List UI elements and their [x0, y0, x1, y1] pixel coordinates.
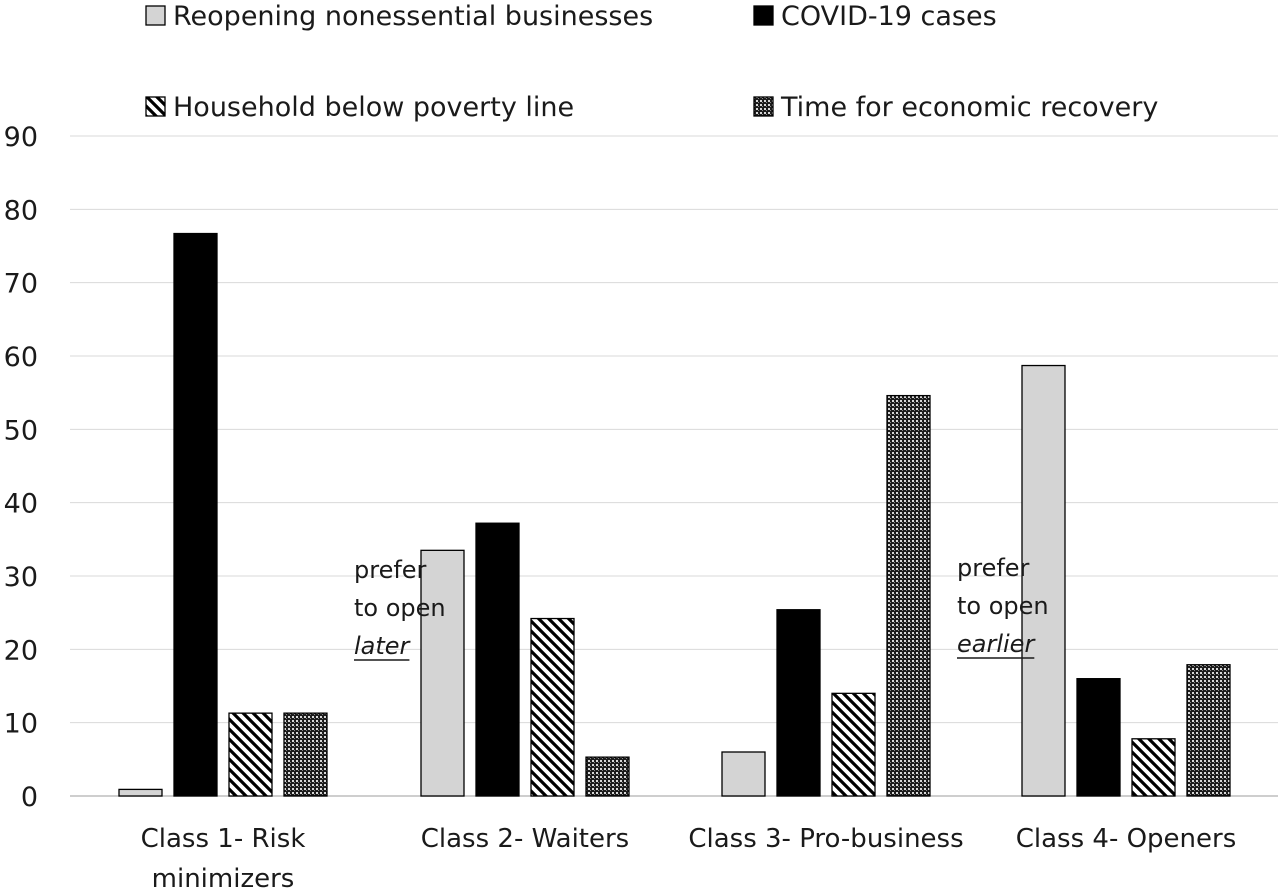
- bar-3-4: [1131, 738, 1176, 797]
- bar-3-2: [530, 617, 575, 797]
- y-tick-label: 90: [4, 122, 38, 153]
- bar-2-2: [475, 522, 520, 797]
- annotation-text: prefer: [957, 554, 1030, 582]
- legend: Reopening nonessential businesses COVID-1…: [145, 1, 1158, 123]
- x-tick-label: minimizers: [152, 864, 295, 892]
- bar-4-1: [283, 712, 328, 797]
- bar-1-1: [118, 788, 163, 797]
- y-tick-label: 30: [4, 562, 38, 593]
- bar-4-3: [886, 394, 931, 797]
- annotation-text: to open: [957, 592, 1049, 620]
- x-tick-label: Class 1- Risk: [141, 824, 306, 854]
- y-tick-label: 0: [21, 782, 38, 813]
- x-tick-label: Class 4- Openers: [1016, 824, 1237, 854]
- bar-3-3: [831, 692, 876, 797]
- legend-swatch: [753, 96, 774, 117]
- bar-2-3: [776, 609, 821, 797]
- y-tick-label: 50: [4, 415, 38, 446]
- bar-1-4: [1021, 364, 1066, 797]
- bar-4-2: [585, 756, 630, 797]
- x-axis-labels: Class 1- Risk minimizers Class 2- Waiters C…: [141, 824, 1237, 892]
- y-tick-label: 10: [4, 709, 38, 740]
- bar-4-4: [1186, 664, 1231, 797]
- y-axis-ticks: 0 10 20 30 40 50 60 70 80 90: [4, 122, 38, 813]
- legend-label: Household below poverty line: [173, 92, 574, 123]
- legend-swatch: [145, 96, 166, 117]
- y-tick-label: 70: [4, 269, 38, 300]
- annotation-emphasis: earlier: [957, 630, 1036, 658]
- bar-1-2: [420, 549, 465, 797]
- legend-label: COVID-19 cases: [781, 1, 997, 32]
- bars: [118, 232, 1231, 797]
- bar-2-1: [173, 232, 218, 797]
- y-tick-label: 40: [4, 489, 38, 520]
- bar-3-1: [228, 712, 273, 797]
- legend-label: Time for economic recovery: [780, 92, 1158, 123]
- y-tick-label: 80: [4, 195, 38, 226]
- y-tick-label: 60: [4, 342, 38, 373]
- x-tick-label: Class 2- Waiters: [421, 824, 629, 854]
- annotations: prefer to open later prefer to open earlier: [354, 554, 1049, 661]
- bar-1-3: [721, 751, 766, 797]
- legend-swatch: [753, 5, 774, 26]
- legend-label: Reopening nonessential businesses: [173, 1, 653, 32]
- legend-swatch: [145, 5, 166, 26]
- annotation-text: to open: [354, 594, 446, 622]
- annotation-text: prefer: [354, 556, 427, 584]
- x-tick-label: Class 3- Pro-business: [688, 824, 963, 854]
- bar-2-4: [1076, 678, 1121, 797]
- annotation-emphasis: later: [354, 632, 412, 660]
- y-tick-label: 20: [4, 635, 38, 666]
